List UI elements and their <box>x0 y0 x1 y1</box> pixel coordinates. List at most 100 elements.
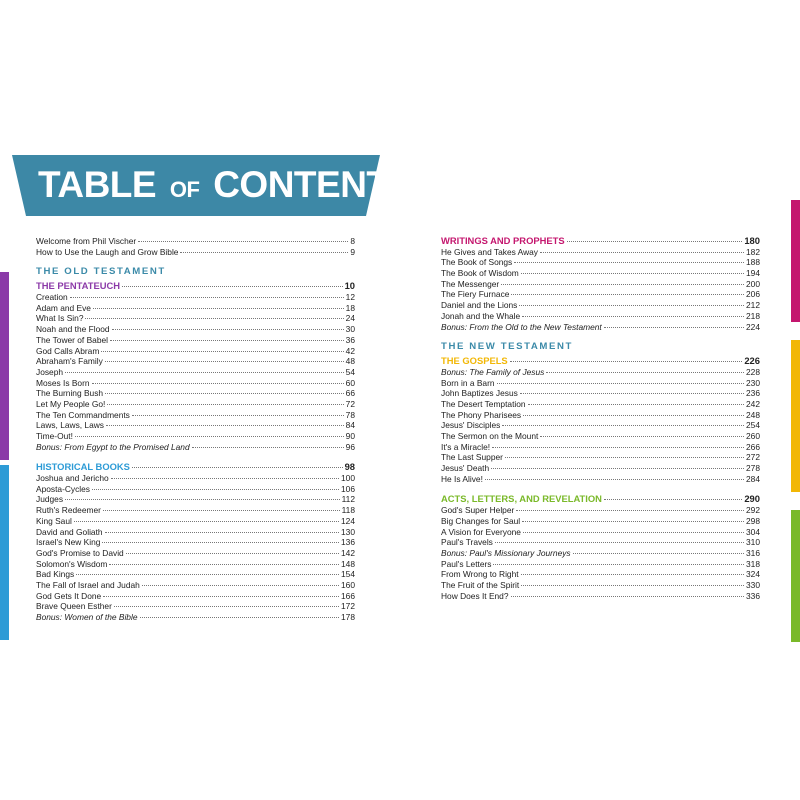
toc-entry: What Is Sin? 24 <box>36 313 355 324</box>
page-number: 72 <box>345 398 355 409</box>
banner-shape <box>12 155 380 216</box>
dot-leader <box>92 488 340 490</box>
entry-title: Noah and the Flood <box>36 324 110 335</box>
toc-entry: Judges 112 <box>36 494 355 505</box>
entry-title: The Fall of Israel and Judah <box>36 579 140 590</box>
page-number: 242 <box>746 398 760 409</box>
toc-entry: The Messenger 200 <box>441 279 760 290</box>
page-number: 188 <box>746 257 760 268</box>
entry-title: It's a Miracle! <box>441 441 491 452</box>
dot-leader <box>484 478 745 480</box>
dot-leader <box>74 436 344 437</box>
toc-entry: King Saul 124 <box>36 516 355 527</box>
dot-leader <box>572 552 745 554</box>
entry-title: King Saul <box>36 515 72 526</box>
dot-leader <box>102 542 340 544</box>
dot-leader <box>522 531 745 533</box>
page-number: 310 <box>746 537 760 548</box>
page-number: 172 <box>341 601 355 612</box>
toc-entry: Ruth's Redeemer 118 <box>36 505 355 516</box>
entry-title: Big Changes for Saul <box>441 515 521 526</box>
page-number: 48 <box>345 356 355 367</box>
page-number: 248 <box>746 409 760 420</box>
dot-leader <box>110 478 340 480</box>
entry-title: The Messenger <box>441 278 500 289</box>
toc-entry: Aposta-Cycles 106 <box>36 484 355 495</box>
entry-title: Born in a Barn <box>441 377 495 388</box>
page-number: 136 <box>341 537 355 548</box>
dot-leader <box>102 510 340 512</box>
side-tab <box>791 510 800 642</box>
entry-title: God's Promise to David <box>36 547 124 558</box>
page-number: 324 <box>746 569 760 580</box>
page-number: 90 <box>345 431 355 441</box>
toc-entry: Laws, Laws, Laws 84 <box>36 420 355 431</box>
entry-title: How Does It End? <box>441 590 509 601</box>
entry-title: THE GOSPELS <box>441 355 508 367</box>
entry-title: Creation <box>36 292 68 303</box>
dot-leader <box>523 414 745 416</box>
toc-entry: Let My People Go! 72 <box>36 399 355 410</box>
toc-entry: From Wrong to Right 324 <box>441 569 760 580</box>
dot-leader <box>520 574 745 576</box>
dot-leader <box>65 499 340 501</box>
entry-title: The Book of Wisdom <box>441 268 519 279</box>
section-heading: WRITINGS AND PROPHETS 180 <box>441 235 760 247</box>
toc-entry: He Is Alive! 284 <box>441 474 760 485</box>
toc-entry: Bonus: Women of the Bible 178 <box>36 612 355 623</box>
entry-title: Adam and Eve <box>36 302 91 313</box>
dot-leader <box>516 510 745 512</box>
toc-entry: Joshua and Jericho 100 <box>36 473 355 484</box>
section-heading: THE GOSPELS 226 <box>441 355 760 367</box>
toc-entry: A Vision for Everyone 304 <box>441 527 760 538</box>
toc-entry: Joseph 54 <box>36 367 355 378</box>
toc-entry: The Sermon on the Mount 260 <box>441 431 760 442</box>
page-number: 316 <box>746 547 760 558</box>
entry-title: The Last Supper <box>441 452 503 463</box>
toc-entry: Bonus: From the Old to the New Testament… <box>441 322 760 333</box>
page-number: 12 <box>345 292 355 303</box>
toc-entry: Paul's Letters 318 <box>441 559 760 570</box>
page-number: 304 <box>746 526 760 537</box>
toc-entry: The Desert Temptation 242 <box>441 399 760 410</box>
entry-title: Bonus: From Egypt to the Promised Land <box>36 441 190 452</box>
toc-entry: John Baptizes Jesus 236 <box>441 388 760 399</box>
toc-entry: Born in a Barn 230 <box>441 378 760 389</box>
entry-title: Time-Out! <box>36 431 73 441</box>
page-number: 230 <box>746 377 760 388</box>
toc-entry: Paul's Travels 310 <box>441 537 760 548</box>
dot-leader <box>501 283 745 285</box>
dot-leader <box>122 286 343 288</box>
dot-leader <box>141 584 340 586</box>
title-banner <box>12 155 380 216</box>
page-number: 318 <box>746 558 760 569</box>
dot-leader <box>91 382 344 384</box>
dot-leader <box>131 467 343 469</box>
entry-title: The Sermon on the Mount <box>441 431 539 441</box>
part-heading: THE OLD TESTAMENT <box>36 266 166 278</box>
toc-entry: Israel's New King 136 <box>36 537 355 548</box>
entry-title: The Ten Commandments <box>36 409 130 420</box>
entry-title: Brave Queen Esther <box>36 601 112 612</box>
page-number: 298 <box>746 515 760 526</box>
page-number: 36 <box>345 334 355 345</box>
dot-leader <box>131 414 344 416</box>
toc-entry: God's Super Helper 292 <box>441 505 760 516</box>
page-number: 10 <box>344 280 355 292</box>
page-number: 78 <box>345 409 355 420</box>
entry-title: Aposta-Cycles <box>36 483 90 494</box>
toc-column: Welcome from Phil Vischer 8 How to Use the… <box>36 236 355 623</box>
page-number: 160 <box>341 579 355 590</box>
dot-leader <box>104 531 340 533</box>
dot-leader <box>522 315 745 317</box>
dot-leader <box>107 403 344 405</box>
toc-entry: Bad Kings 154 <box>36 569 355 580</box>
entry-title: Let My People Go! <box>36 398 106 409</box>
section-heading: THE PENTATEUCH 10 <box>36 281 355 292</box>
page-number: 54 <box>345 366 355 377</box>
side-tab <box>0 272 9 460</box>
page-number: 236 <box>746 388 760 399</box>
entry-title: Bonus: From the Old to the New Testament <box>441 321 602 332</box>
dot-leader <box>109 563 340 565</box>
dot-leader <box>139 617 340 618</box>
